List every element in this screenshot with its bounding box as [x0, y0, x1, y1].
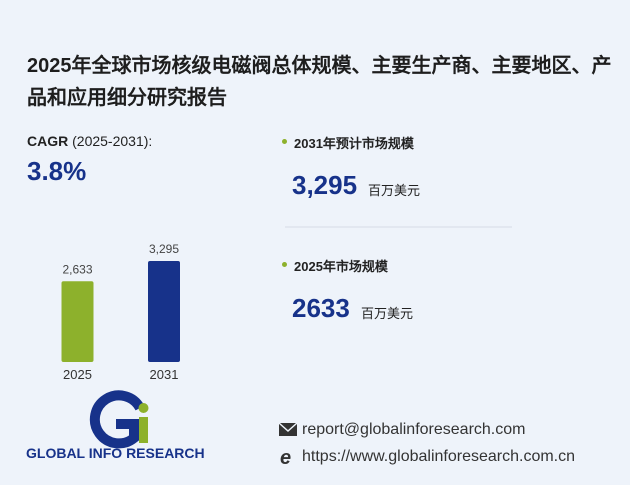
- bullet: [282, 262, 287, 267]
- web-icon: e: [280, 447, 291, 469]
- value-label: 2,633: [62, 262, 92, 276]
- stat-value: 3,295: [292, 170, 358, 200]
- cagr-value: 3.8%: [27, 156, 87, 186]
- logo-g: [89, 390, 145, 449]
- cagr-label: CAGR (2025-2031):: [27, 133, 152, 149]
- stat-label: 2031年预计市场规模: [294, 136, 414, 151]
- stat-unit: 百万美元: [361, 306, 414, 321]
- title: 2025年全球市场核级电磁阀总体规模、主要生产商、主要地区、产品和应用细分研究报…: [27, 55, 612, 109]
- cagr-name: CAGR: [27, 133, 69, 149]
- x-tick-label: 2031: [150, 367, 179, 382]
- cagr-period: (2025-2031):: [72, 133, 153, 149]
- x-tick-label: 2025: [63, 367, 92, 382]
- mail-icon: [278, 422, 298, 436]
- website: https://www.globalinforesearch.com.cn: [302, 448, 576, 465]
- logo: [89, 390, 149, 449]
- bar: [148, 261, 180, 362]
- stat-label: 2025年市场规模: [294, 259, 388, 274]
- value-label: 3,295: [149, 242, 179, 256]
- email: report@globalinforesearch.com: [302, 421, 526, 438]
- bar: [61, 281, 94, 362]
- brand: GLOBAL INFO RESEARCH: [26, 445, 205, 461]
- logo-dot: [138, 403, 149, 413]
- stat-value: 2633: [292, 293, 350, 323]
- stat-unit: 百万美元: [368, 183, 421, 198]
- bullet: [282, 139, 287, 144]
- logo-i: [139, 417, 148, 443]
